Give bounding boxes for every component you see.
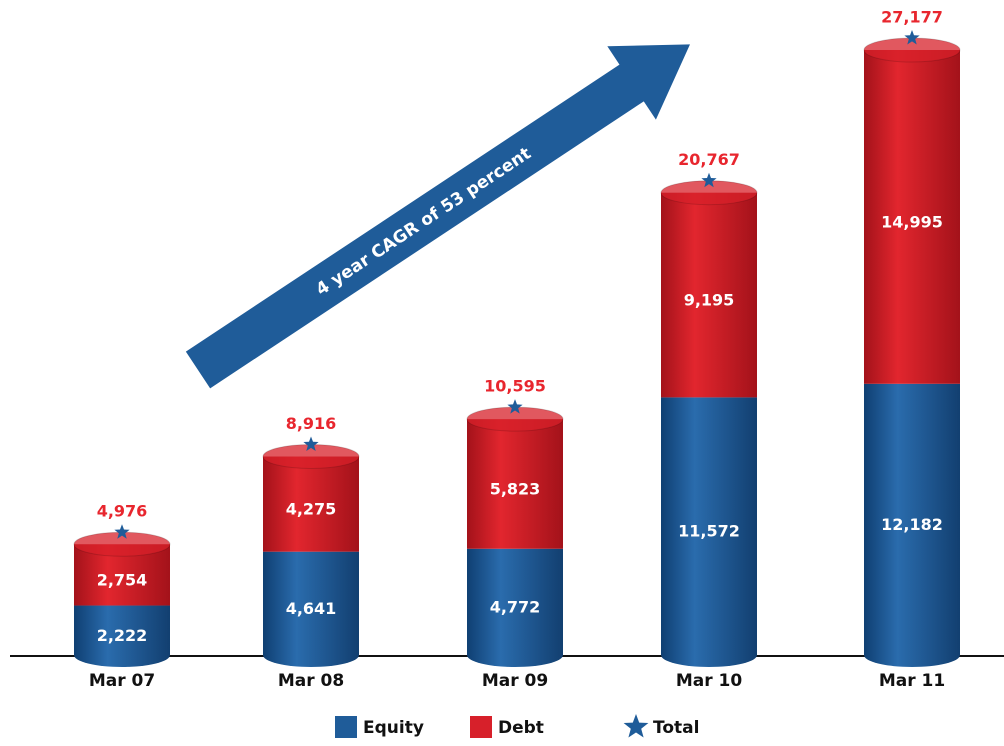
total-label: 10,595 xyxy=(484,377,546,396)
data-label: 9,195 xyxy=(684,291,735,310)
bar-segment xyxy=(263,456,359,552)
data-label: 14,995 xyxy=(881,212,943,231)
legend-marker xyxy=(623,714,649,738)
total-marker xyxy=(507,399,523,414)
total-label: 4,976 xyxy=(97,502,148,521)
cylinder-top xyxy=(466,406,564,432)
bar-segment xyxy=(661,192,757,398)
total-label: 27,177 xyxy=(881,8,943,27)
x-tick-label: Mar 10 xyxy=(676,671,743,691)
total-label: 20,767 xyxy=(678,150,740,169)
data-label: 4,641 xyxy=(286,599,337,618)
bar-segment xyxy=(864,50,960,384)
bar-segment xyxy=(467,419,563,549)
cylinder-top xyxy=(660,180,758,206)
cylinder-top xyxy=(73,531,171,557)
annotation: 4 year CAGR of 53 percent xyxy=(313,144,535,300)
data-label: 2,222 xyxy=(97,626,148,645)
data-label: 4,275 xyxy=(286,500,337,519)
legend-swatch xyxy=(470,716,492,738)
x-tick-label: Mar 11 xyxy=(879,671,945,691)
data-label: 4,772 xyxy=(490,597,541,616)
bar-segment xyxy=(467,548,563,655)
bar-segment xyxy=(74,605,170,655)
cagr-arrow: 4 year CAGR of 53 percent xyxy=(185,44,690,389)
cylinder-top xyxy=(863,37,961,63)
legend-label: Total xyxy=(653,718,699,738)
bar-segment xyxy=(263,551,359,655)
data-label: 11,572 xyxy=(678,522,740,541)
x-tick-label: Mar 08 xyxy=(278,671,344,691)
total-marker xyxy=(303,436,319,451)
total-label: 8,916 xyxy=(286,414,337,433)
data-label: 5,823 xyxy=(490,479,541,498)
total-marker xyxy=(114,524,130,539)
data-label: 2,754 xyxy=(97,570,148,589)
x-tick-label: Mar 09 xyxy=(482,671,548,691)
legend-label: Debt xyxy=(498,718,544,738)
bar-segment xyxy=(864,383,960,655)
total-marker xyxy=(701,172,717,188)
data-label: 12,182 xyxy=(881,515,943,534)
total-marker xyxy=(904,30,920,45)
arrow-shape xyxy=(185,44,690,389)
cylinder-top xyxy=(262,444,360,470)
bar-segment xyxy=(661,397,757,655)
legend-swatch xyxy=(335,716,357,738)
legend-label: Equity xyxy=(363,718,424,738)
x-tick-label: Mar 07 xyxy=(89,671,155,691)
